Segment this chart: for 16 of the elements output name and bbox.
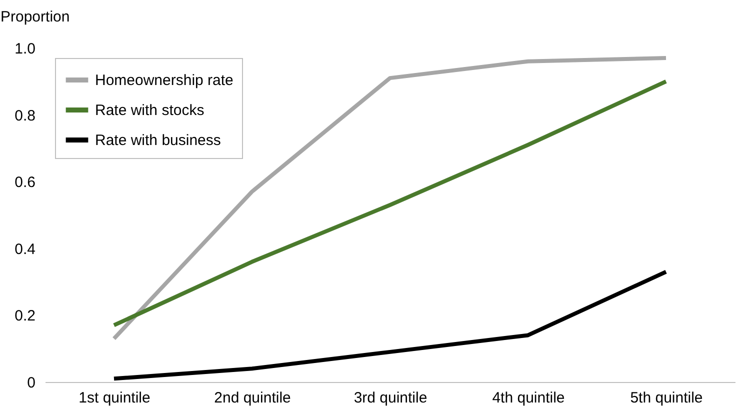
x-tick-label: 1st quintile [78,390,150,406]
y-axis-title: Proportion [0,8,70,26]
x-tick-label: 3rd quintile [354,390,428,406]
x-tick-label: 5th quintile [630,390,703,406]
x-tick-label: 2nd quintile [214,390,291,406]
y-tick-label: 1.0 [14,40,36,58]
y-tick-label: 0 [27,374,36,392]
y-tick-label: 0.8 [14,107,36,124]
legend-label: Rate with business [95,132,221,149]
x-tick-label: 4th quintile [492,390,565,406]
y-tick-label: 0.2 [14,308,36,325]
y-tick-label: 0.6 [14,174,36,192]
line-series [112,270,668,381]
legend-label: Rate with stocks [95,102,204,119]
legend-label: Homeownership rate [95,72,234,89]
y-tick-label: 0.4 [14,240,36,258]
